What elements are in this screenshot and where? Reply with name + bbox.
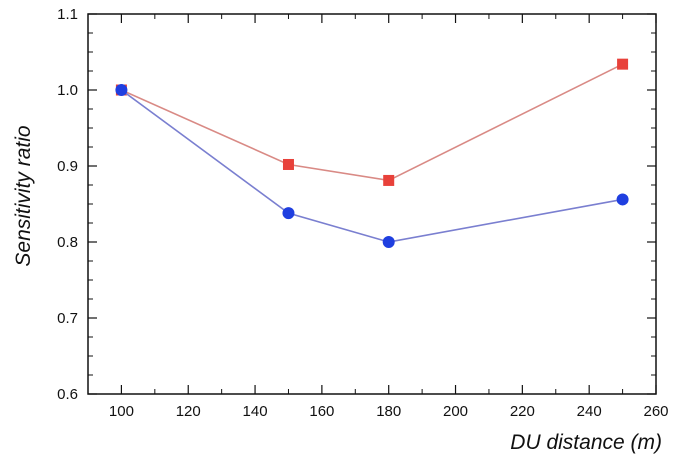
tick-labels: 100 120 140 160 180 200 220 240 260 0.6 0.7 0.8 0.9 1…	[57, 6, 668, 420]
axis-ticks	[87, 13, 657, 395]
series-2	[115, 84, 629, 248]
circle-marker	[382, 236, 395, 248]
y-tick-label: 0.8	[57, 234, 78, 251]
circle-marker	[616, 193, 629, 206]
y-tick-label: 0.6	[57, 386, 78, 403]
x-tick-label: 240	[577, 403, 602, 420]
plot-series	[115, 58, 629, 248]
x-tick-label: 220	[510, 403, 535, 420]
y-tick-label: 0.7	[57, 310, 78, 327]
x-tick-label: 160	[309, 403, 334, 420]
x-tick-label: 260	[643, 403, 668, 420]
circle-marker	[282, 207, 295, 220]
series-line	[120, 89, 623, 243]
series-line	[121, 63, 623, 182]
x-tick-label: 120	[176, 403, 201, 420]
circle-marker	[115, 84, 128, 96]
x-tick-label: 200	[443, 403, 468, 420]
x-tick-label: 140	[243, 403, 268, 420]
y-tick-label: 1.1	[57, 6, 78, 23]
x-tick-label: 180	[376, 403, 401, 420]
plot-area-frame	[87, 13, 657, 395]
y-tick-label: 0.9	[57, 158, 78, 175]
series-1	[115, 58, 629, 186]
square-marker	[617, 58, 629, 70]
y-tick-label: 1.0	[57, 82, 78, 99]
square-marker	[383, 174, 395, 186]
x-axis-label: DU distance (m)	[510, 431, 662, 454]
y-axis-label: Sensitivity ratio	[12, 125, 35, 267]
square-marker	[282, 158, 294, 170]
x-tick-label: 100	[109, 403, 134, 420]
